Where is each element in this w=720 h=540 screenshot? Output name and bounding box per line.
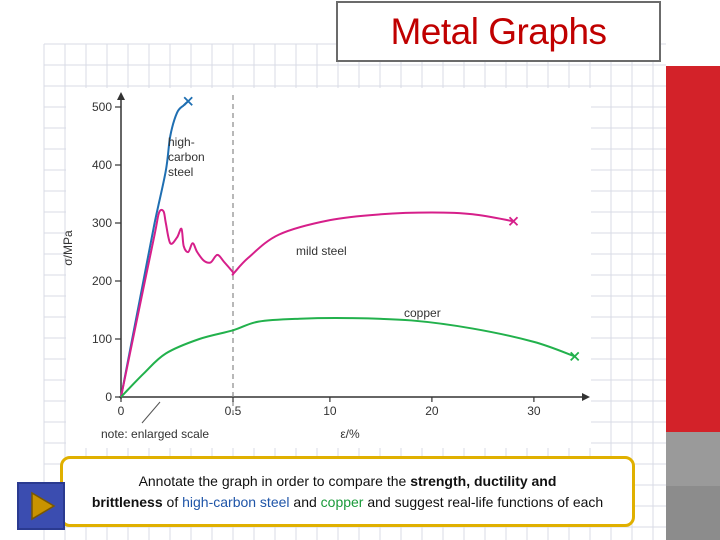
series-label-0: high-carbon steel (168, 135, 205, 179)
series-line-2 (120, 317, 576, 398)
play-button[interactable] (17, 482, 65, 530)
instruction-callout: Annotate the graph in order to compare t… (60, 456, 635, 527)
series-label-line: high- (168, 135, 195, 149)
series-label-2: copper (404, 306, 441, 320)
title-box: Metal Graphs (336, 1, 661, 62)
series-label-line: carbon (168, 150, 205, 164)
x-tick-label: 30 (527, 404, 541, 418)
series-end-marker-2 (570, 351, 580, 362)
top-right-blank (666, 0, 720, 66)
chart-panel (66, 88, 591, 448)
instruction-part: and (289, 493, 321, 510)
x-tick-label: 20 (425, 404, 439, 418)
x-axis-label: ε/% (340, 427, 360, 441)
bottom-right-block (666, 432, 720, 486)
scale-note: note: enlarged scale (101, 427, 209, 441)
x-tick-label: 0.5 (225, 404, 242, 418)
y-tick-label: 300 (92, 216, 112, 230)
instruction-part: and suggest real-life functions of each (363, 493, 604, 510)
y-axis-arrow (117, 92, 125, 100)
play-triangle-icon (31, 491, 56, 521)
instruction-copper: copper (320, 493, 364, 510)
series-label-line: mild steel (296, 244, 347, 258)
series-end-marker-1 (508, 216, 519, 226)
x-tick-label: 10 (323, 404, 337, 418)
scale-note-pointer (141, 401, 161, 424)
slide-title: Metal Graphs (390, 10, 607, 52)
series-end-marker-0 (183, 96, 193, 106)
instruction-keyword-brittleness: brittleness (91, 493, 163, 510)
y-tick-label: 400 (92, 158, 112, 172)
instruction-text: Annotate the graph in order to compare t… (92, 471, 603, 513)
instruction-keywords: strength, ductility and (410, 472, 557, 489)
instruction-part: Annotate the graph in order to compare t… (138, 472, 411, 489)
y-tick-label: 100 (92, 332, 112, 346)
y-tick-label: 500 (92, 100, 112, 114)
instruction-part: of (162, 493, 183, 510)
series-line-1 (120, 208, 514, 398)
x-axis-arrow (582, 393, 590, 401)
instruction-steel: high-carbon steel (182, 493, 290, 510)
y-tick-label: 0 (105, 390, 112, 404)
series-label-line: copper (404, 306, 441, 320)
y-tick-label: 200 (92, 274, 112, 288)
series-label-1: mild steel (296, 244, 347, 258)
y-axis-label: σ/MPa (61, 230, 75, 266)
x-tick-label: 0 (118, 404, 125, 418)
series-label-line: steel (168, 165, 193, 179)
